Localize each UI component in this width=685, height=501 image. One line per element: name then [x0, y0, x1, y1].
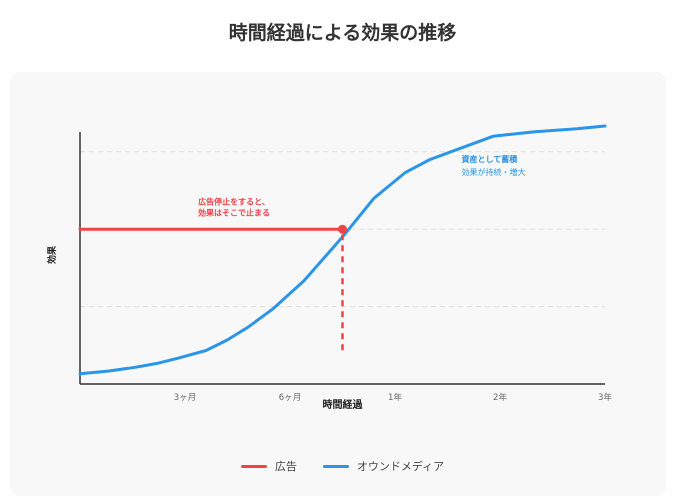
- legend: 広告 オウンドメディア: [0, 458, 685, 474]
- chart-card: [10, 72, 666, 496]
- y-axis-label: 効果: [46, 245, 58, 264]
- legend-label-ad: 広告: [274, 460, 297, 473]
- x-tick-label: 2年: [493, 392, 507, 403]
- annotation-text: 資産として蓄積: [462, 154, 519, 164]
- annotation-text: 効果はそこで止まる: [198, 208, 270, 218]
- axes: [79, 132, 605, 385]
- x-tick-label: 3年: [598, 392, 612, 403]
- ad-stop-point: [338, 224, 347, 234]
- page-title: 時間経過による効果の推移: [228, 22, 457, 44]
- legend-label-owned-media: オウンドメディア: [356, 460, 445, 473]
- x-axis-label: 時間経過: [323, 398, 364, 411]
- x-tick-label: 3ヶ月: [174, 393, 196, 403]
- series: [78, 124, 607, 376]
- legend-item-ad: 広告: [240, 458, 297, 474]
- x-tick-label: 6ヶ月: [279, 393, 301, 403]
- annotation-text: 効果が持続・増大: [462, 167, 526, 177]
- series-line-owned-media: [78, 124, 607, 376]
- legend-swatch-ad: [240, 464, 267, 468]
- legend-item-owned-media: オウンドメディア: [322, 458, 445, 474]
- annotation-text: 広告停止をすると、: [198, 197, 270, 207]
- x-tick-label: 1年: [388, 392, 402, 403]
- legend-swatch-owned-media: [322, 464, 349, 468]
